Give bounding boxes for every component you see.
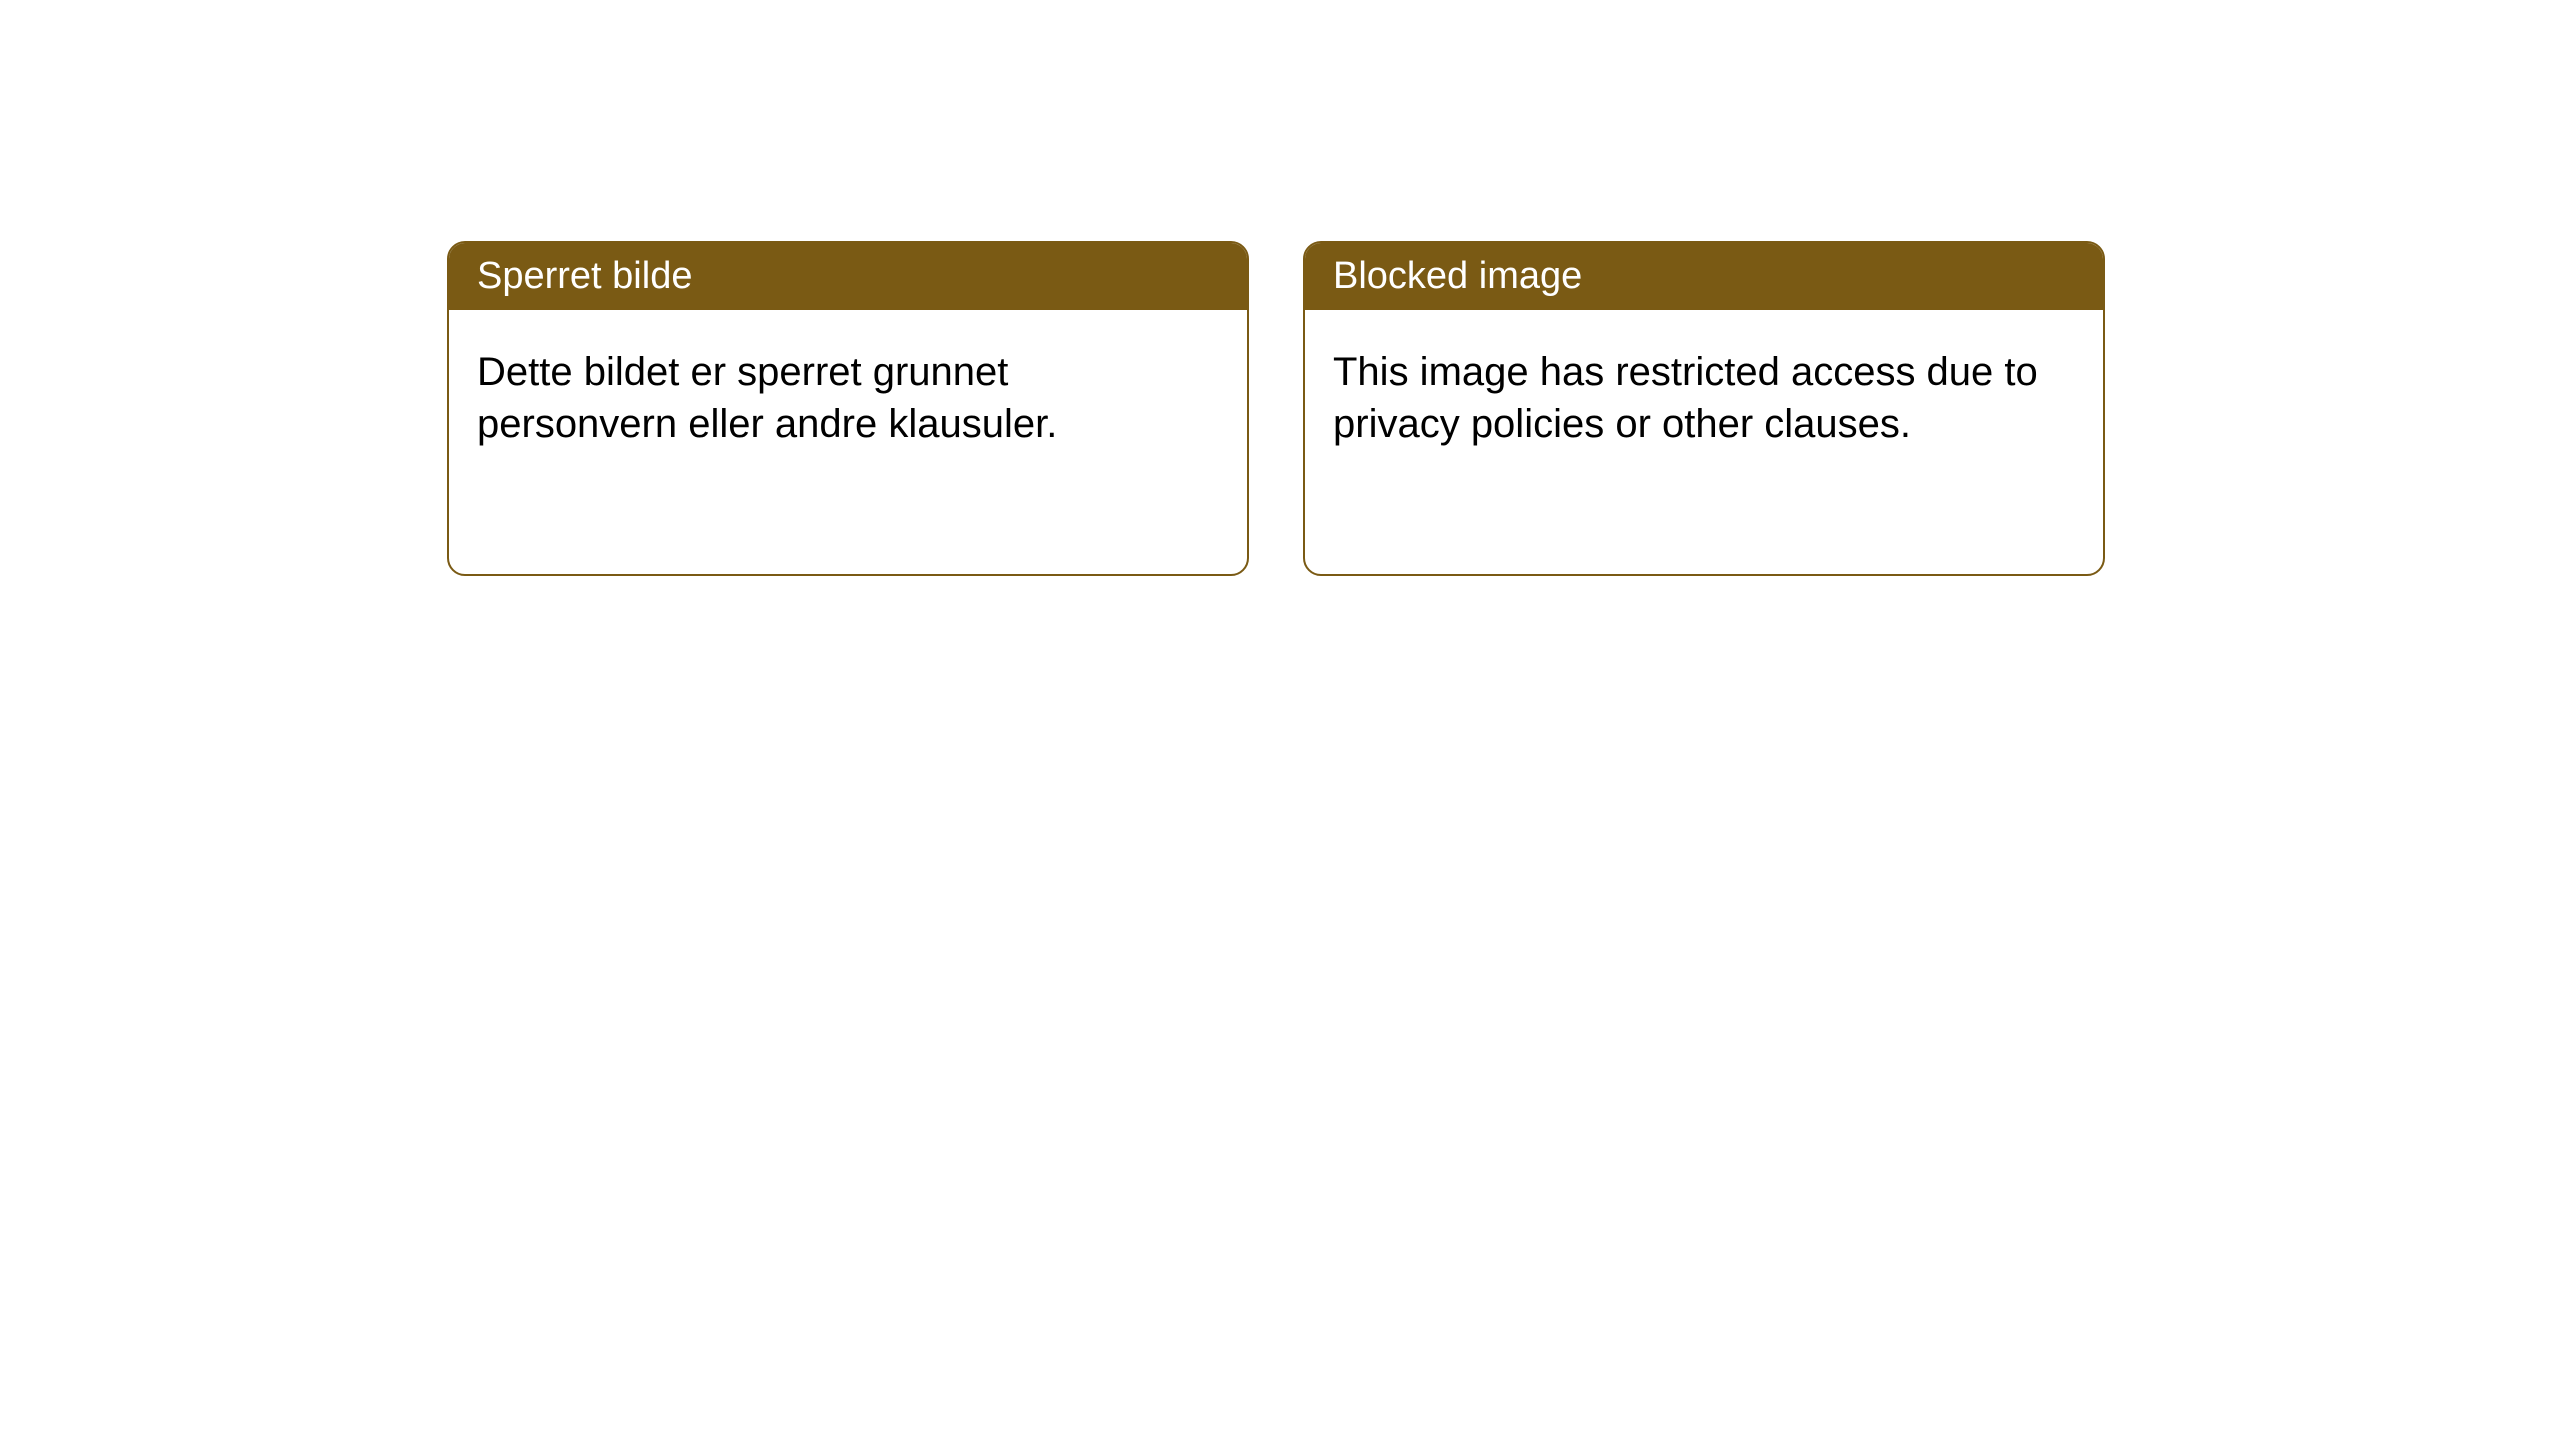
notice-title-right: Blocked image <box>1305 243 2103 310</box>
notice-body-right: This image has restricted access due to … <box>1305 310 2103 478</box>
notice-title-left: Sperret bilde <box>449 243 1247 310</box>
notice-card-left: Sperret bilde Dette bildet er sperret gr… <box>447 241 1249 576</box>
notice-container: Sperret bilde Dette bildet er sperret gr… <box>0 0 2560 576</box>
notice-card-right: Blocked image This image has restricted … <box>1303 241 2105 576</box>
notice-body-left: Dette bildet er sperret grunnet personve… <box>449 310 1247 478</box>
